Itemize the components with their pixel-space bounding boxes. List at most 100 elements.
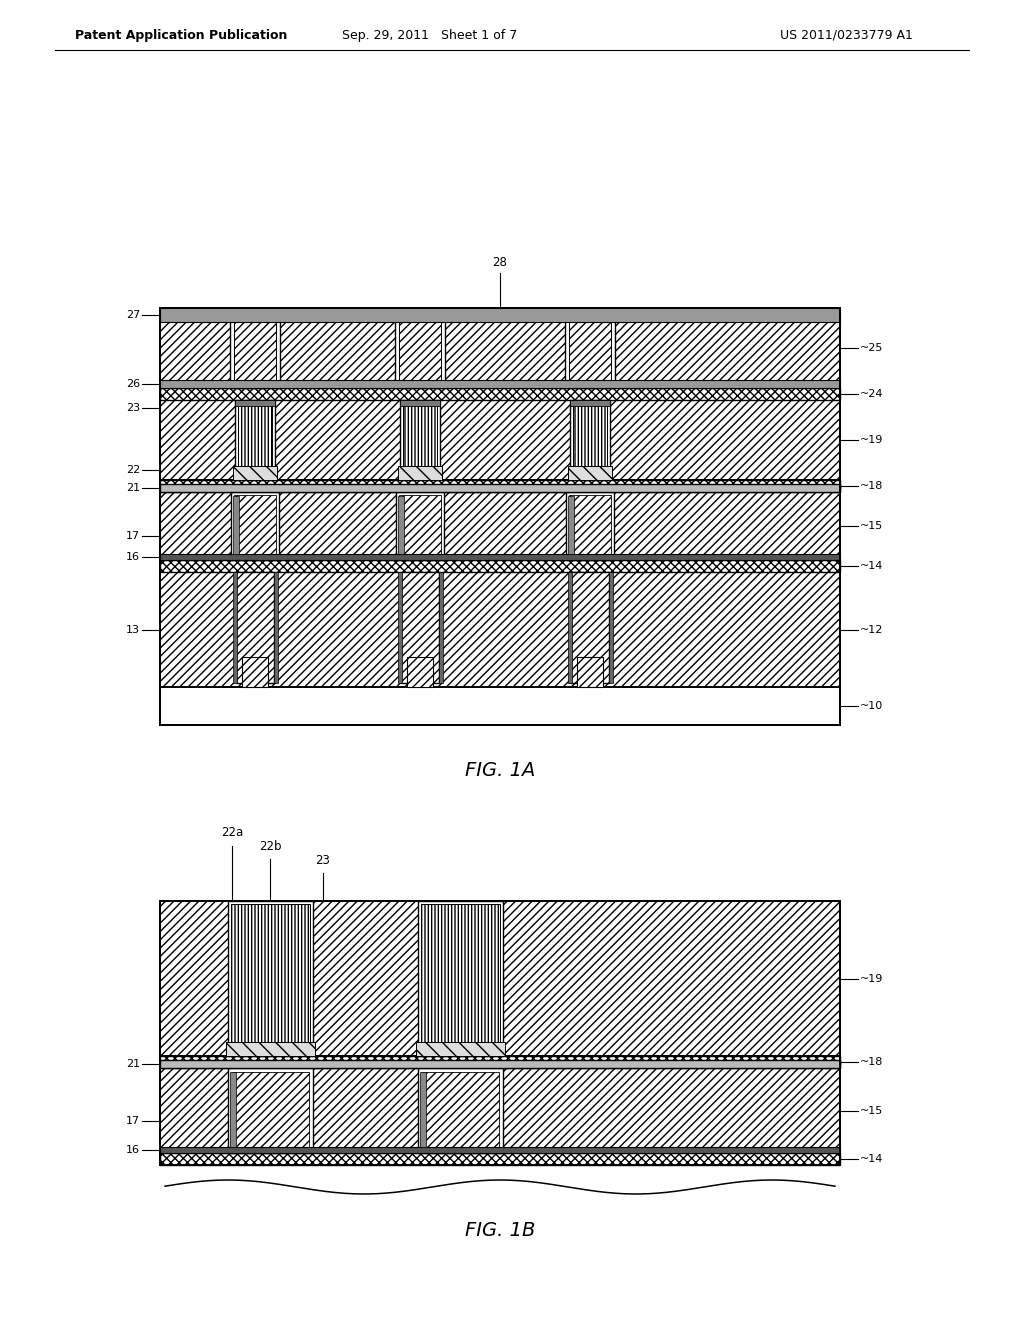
Bar	[274, 572, 278, 682]
Bar	[231, 904, 310, 1053]
Bar	[398, 496, 404, 554]
Bar	[160, 560, 840, 572]
Text: ~25: ~25	[860, 343, 884, 352]
Bar	[230, 308, 280, 388]
Bar	[234, 495, 276, 557]
Text: ~10: ~10	[860, 701, 884, 711]
Bar	[238, 403, 272, 477]
Bar	[439, 572, 443, 682]
Bar	[160, 308, 840, 725]
Text: 17: 17	[126, 1115, 140, 1126]
Bar	[228, 1068, 313, 1152]
Text: 22b: 22b	[259, 840, 282, 853]
Text: ~15: ~15	[860, 1106, 884, 1115]
Bar	[160, 554, 840, 560]
Bar	[160, 902, 840, 1056]
Bar	[570, 400, 610, 407]
Bar	[160, 308, 840, 322]
Bar	[160, 400, 840, 480]
Bar	[396, 492, 444, 560]
Bar	[395, 308, 445, 388]
Text: ~15: ~15	[860, 521, 884, 531]
Bar	[160, 484, 840, 492]
Text: US 2011/0233779 A1: US 2011/0233779 A1	[780, 29, 912, 41]
Bar	[160, 686, 840, 725]
Text: 17: 17	[126, 531, 140, 541]
Bar	[233, 466, 278, 480]
Bar	[573, 403, 607, 477]
Text: 22: 22	[126, 465, 140, 475]
Text: 28: 28	[493, 256, 508, 269]
Bar	[398, 466, 442, 480]
Bar	[569, 312, 611, 384]
Bar	[418, 902, 503, 1056]
Bar	[399, 312, 441, 384]
Bar	[236, 572, 274, 682]
Text: ~19: ~19	[860, 436, 884, 445]
Bar	[233, 572, 237, 682]
Text: 27: 27	[126, 310, 140, 319]
Text: ~18: ~18	[860, 1057, 884, 1067]
Bar	[160, 572, 840, 686]
Bar	[568, 496, 574, 554]
Bar	[609, 572, 613, 682]
Bar	[568, 572, 572, 682]
Bar	[232, 1072, 309, 1148]
Bar	[160, 1056, 840, 1068]
Text: 21: 21	[126, 483, 140, 492]
Bar	[160, 380, 840, 388]
Bar	[160, 308, 840, 388]
Bar	[160, 902, 840, 1166]
Bar	[421, 904, 500, 1053]
Bar	[400, 400, 440, 480]
Bar	[226, 1041, 315, 1056]
Bar	[160, 388, 840, 400]
Bar	[400, 400, 440, 407]
Text: 16: 16	[126, 1144, 140, 1155]
Bar	[566, 492, 614, 560]
Bar	[160, 1068, 840, 1152]
Bar	[160, 480, 840, 492]
Bar	[160, 1152, 840, 1166]
Bar	[234, 312, 276, 384]
Text: FIG. 1A: FIG. 1A	[465, 760, 536, 780]
Text: 21: 21	[126, 1059, 140, 1069]
Text: 22a: 22a	[221, 826, 243, 840]
Bar	[420, 1072, 426, 1147]
Bar	[568, 466, 612, 480]
Text: 23: 23	[126, 403, 140, 413]
Text: ~12: ~12	[860, 624, 884, 635]
Bar	[569, 495, 611, 557]
Text: ~24: ~24	[860, 389, 884, 399]
Bar	[228, 902, 313, 1056]
Text: 16: 16	[126, 552, 140, 562]
Text: ~18: ~18	[860, 480, 884, 491]
Text: ~14: ~14	[860, 1154, 884, 1164]
Bar	[570, 400, 610, 480]
Bar	[577, 657, 603, 686]
Text: Patent Application Publication: Patent Application Publication	[75, 29, 288, 41]
Text: Sep. 29, 2011   Sheet 1 of 7: Sep. 29, 2011 Sheet 1 of 7	[342, 29, 517, 41]
Bar	[160, 1060, 840, 1068]
Bar	[416, 1041, 505, 1056]
Bar	[398, 572, 402, 682]
Bar	[399, 495, 441, 557]
Text: 13: 13	[126, 624, 140, 635]
Bar	[401, 572, 439, 682]
Bar	[230, 1072, 236, 1147]
Text: ~19: ~19	[860, 974, 884, 983]
Bar	[231, 492, 279, 560]
Bar	[160, 1147, 840, 1152]
Bar	[407, 657, 433, 686]
Bar	[160, 492, 840, 560]
Text: 23: 23	[315, 854, 331, 867]
Bar	[234, 400, 275, 407]
Bar	[422, 1072, 499, 1148]
Text: 26: 26	[126, 379, 140, 389]
Bar	[418, 1068, 503, 1152]
Bar	[234, 400, 275, 480]
Text: ~14: ~14	[860, 561, 884, 572]
Bar	[565, 308, 615, 388]
Bar	[233, 496, 239, 554]
Bar	[403, 403, 437, 477]
